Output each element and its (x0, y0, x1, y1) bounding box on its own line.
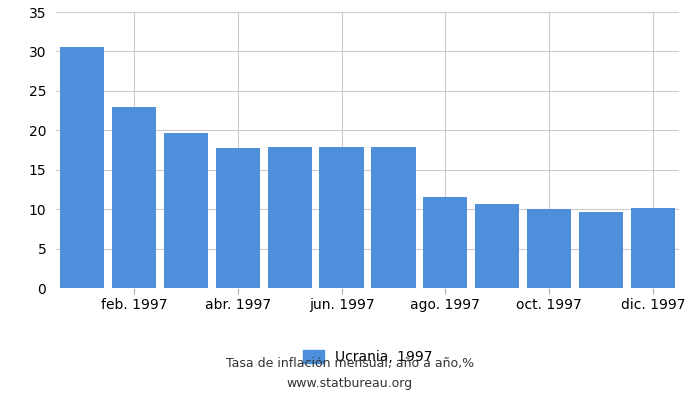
Bar (216, 148, 260, 288)
Bar (631, 208, 675, 288)
Bar (267, 147, 312, 288)
Bar (527, 209, 571, 288)
Bar (319, 147, 363, 288)
Bar (164, 134, 208, 288)
Text: Tasa de inflación mensual, año a año,%: Tasa de inflación mensual, año a año,% (226, 358, 474, 370)
Bar (372, 147, 416, 288)
Text: www.statbureau.org: www.statbureau.org (287, 378, 413, 390)
Legend: Ucrania, 1997: Ucrania, 1997 (298, 345, 438, 370)
Bar (579, 212, 623, 288)
Bar (424, 197, 468, 288)
Bar (60, 47, 104, 288)
Bar (112, 107, 156, 288)
Bar (475, 204, 519, 288)
